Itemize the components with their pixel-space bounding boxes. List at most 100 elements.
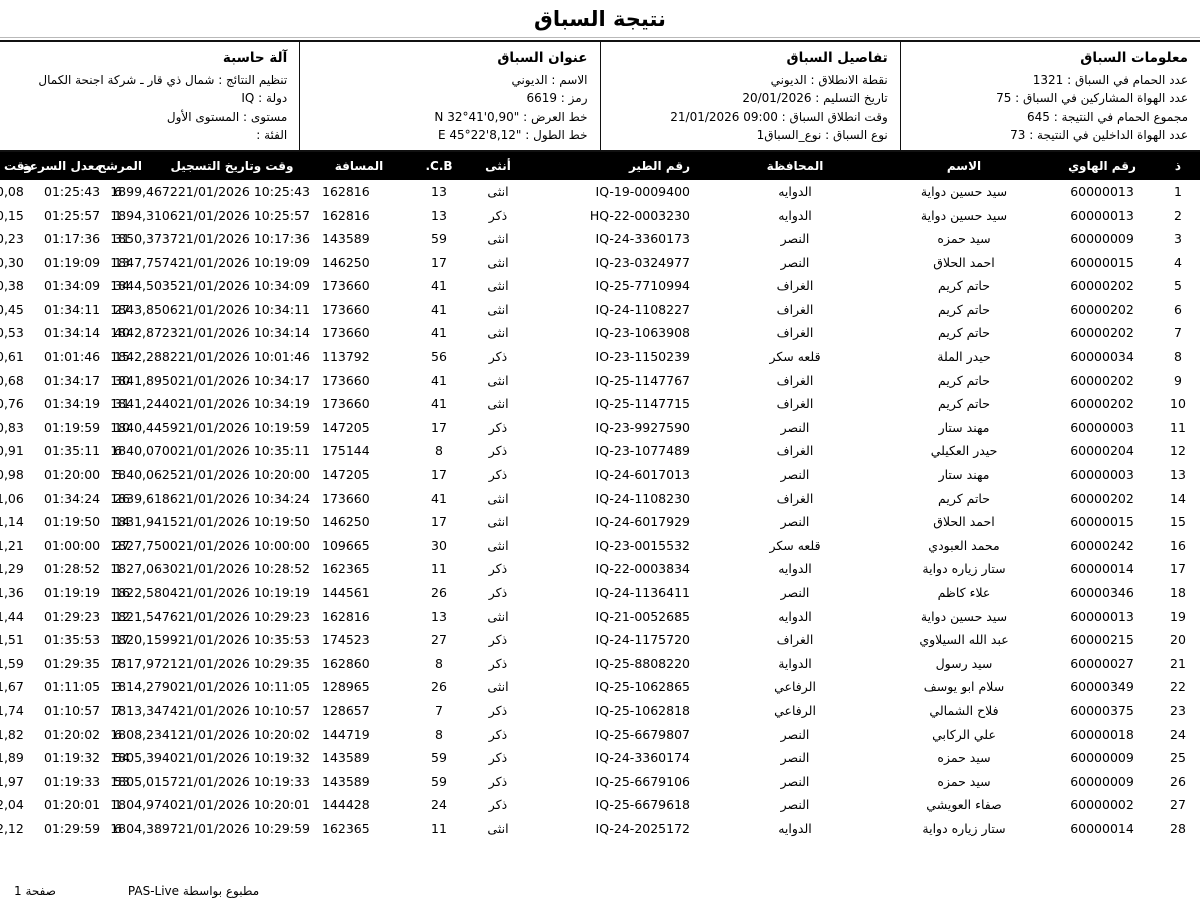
cell-name: حيدر الملة	[937, 349, 991, 365]
cell-cand-value: 12	[114, 608, 130, 624]
col-header-hallway[interactable]: رقم الهاوي	[1068, 159, 1136, 173]
cell-hallway: 60000202	[1048, 322, 1156, 346]
cell-sex: انثى	[487, 278, 509, 294]
table-row[interactable]: 2 60000013 سيد حسين دواية الدوايه HQ-22-0003…	[0, 204, 1200, 228]
cell-distance: 162365	[316, 558, 402, 582]
col-header-speed[interactable]: معدل السرعة	[22, 159, 103, 173]
cell-ring: IQ-25-7710994	[520, 274, 710, 298]
col-header-sex[interactable]: أنثى	[485, 159, 511, 173]
cell-time-value: 01:25:57	[44, 207, 101, 223]
cell-datetime: 21/01/2026 10:20:01 1804,9740	[110, 793, 316, 817]
cell-pct: 1,82	[0, 723, 38, 747]
table-row[interactable]: 10 60000202 حاتم كريم الغراف IQ-25-1147715 ان…	[0, 392, 1200, 416]
footer-printed-by: مطبوع بواسطة PAS-Live	[127, 884, 260, 898]
cell-speed-value: 1850,3737	[110, 231, 178, 247]
cell-pct-value: 1,59	[0, 655, 24, 671]
table-row[interactable]: 17 60000014 ستار زياره دواية الدوايه IQ-22-0…	[0, 558, 1200, 582]
cell-ring-value: IQ-25-1147767	[595, 372, 690, 388]
table-row[interactable]: 22 60000349 سلام ابو يوسف الرفاعي IQ-25-1062…	[0, 675, 1200, 699]
cell-datetime: 21/01/2026 10:01:46 1842,2882	[110, 345, 316, 369]
table-row[interactable]: 14 60000202 حاتم كريم الغراف IQ-24-1108230 ان…	[0, 487, 1200, 511]
cell-cand-value: 15	[114, 349, 130, 365]
cell-cand: 10	[108, 416, 148, 440]
cell-rank-value: 8	[1174, 349, 1182, 365]
cell-datetime-value: 21/01/2026 10:35:11	[177, 443, 310, 459]
cell-cand-value: 6	[114, 726, 122, 742]
table-row[interactable]: 6 60000202 حاتم كريم الغراف IQ-24-1108227 انث…	[0, 298, 1200, 322]
cell-speed-value: 1894,3106	[110, 207, 178, 223]
table-row[interactable]: 28 60000014 ستار زياره دواية الدوايه IQ-24-2…	[0, 817, 1200, 841]
cell-cand: 14	[108, 510, 148, 534]
table-row[interactable]: 18 60000346 علاء كاظم النصر IQ-24-1136411 ذكر…	[0, 581, 1200, 605]
table-row[interactable]: 16 60000242 محمد العبودي قلعه سكر IQ-23-0015…	[0, 534, 1200, 558]
cell-distance: 174523	[316, 628, 402, 652]
col-header-cb[interactable]: C.B.	[425, 159, 453, 173]
cell-pct: 1,89	[0, 746, 38, 770]
col-header-datetime[interactable]: وقت وتاريخ التسجيل	[170, 159, 294, 173]
table-row[interactable]: 7 60000202 حاتم كريم الغراف IQ-23-1063908 انث…	[0, 322, 1200, 346]
cell-sex: ذكر	[488, 349, 508, 365]
col-header-flighttime[interactable]: وقت الرحلة	[0, 159, 32, 173]
table-row[interactable]: 23 60000375 فلاح الشمالي الرفاعي IQ-25-10628…	[0, 699, 1200, 723]
cell-speed-value: 1840,0625	[110, 467, 178, 483]
cell-cb-value: 41	[431, 301, 447, 317]
table-row[interactable]: 3 60000009 سيد حمزه النصر IQ-24-3360173 انثى 5…	[0, 227, 1200, 251]
cell-pct-value: 1,89	[0, 750, 24, 766]
cell-pct-value: 1,06	[0, 490, 24, 506]
cell-gov: الدواية	[778, 655, 812, 671]
table-row[interactable]: 15 60000015 احمد الحلاق النصر IQ-24-6017929 ا…	[0, 510, 1200, 534]
table-row[interactable]: 27 60000002 صفاء العويشي النصر IQ-25-6679618…	[0, 793, 1200, 817]
table-row[interactable]: 9 60000202 حاتم كريم الغراف IQ-25-1147767 انث…	[0, 369, 1200, 393]
results-table-head: ذ رقم الهاوي الاسم المحافظة رقم الطير أن…	[0, 152, 1200, 180]
cell-hallway: 60000202	[1048, 274, 1156, 298]
cell-time-value: 01:00:00	[44, 537, 101, 553]
table-row[interactable]: 24 60000018 علي الركابي النصر IQ-25-6679807 ذ…	[0, 723, 1200, 747]
table-row[interactable]: 4 60000015 احمد الحلاق النصر IQ-23-0324977 ان…	[0, 251, 1200, 275]
cell-rank: 7	[1156, 322, 1200, 346]
cell-name: حاتم كريم	[938, 325, 990, 341]
col-header-candidate[interactable]: المرشح	[97, 159, 142, 173]
cell-cand-value: 30	[114, 372, 130, 388]
table-row[interactable]: 8 60000034 حيدر الملة قلعه سكر IO-23-1150239…	[0, 345, 1200, 369]
table-row[interactable]: 21 60000027 سيد رسول الدواية IQ-25-8808220 ذك…	[0, 652, 1200, 676]
cell-distance: 162816	[316, 180, 402, 204]
cell-hallway: 60000375	[1048, 699, 1156, 723]
cell-pct-value: 1,21	[0, 537, 24, 553]
cell-cb-value: 13	[431, 207, 447, 223]
cell-hallway: 60000009	[1048, 770, 1156, 794]
cell-name: مهند ستار	[938, 467, 990, 483]
cell-datetime: 21/01/2026 10:34:17 1841,8950	[110, 369, 316, 393]
table-row[interactable]: 1 60000013 سيد حسين دواية الدوايه IQ-19-0009…	[0, 180, 1200, 204]
cell-cand: 5	[108, 463, 148, 487]
cell-hallway-value: 60000375	[1070, 702, 1134, 718]
table-row[interactable]: 13 60000003 مهند ستار النصر IQ-24-6017013 ذكر…	[0, 463, 1200, 487]
cell-datetime: 21/01/2026 10:34:09 1844,5035	[110, 274, 316, 298]
cell-time-value: 01:20:01	[44, 797, 101, 813]
cell-gov: الرفاعي	[774, 679, 816, 695]
table-row[interactable]: 25 60000009 سيد حمزه النصر IQ-24-3360174 ذكر 5…	[0, 746, 1200, 770]
table-row[interactable]: 5 60000202 حاتم كريم الغراف IQ-25-7710994 انث…	[0, 274, 1200, 298]
cell-speed-value: 1847,7574	[110, 254, 178, 270]
col-header-gov[interactable]: المحافظة	[766, 159, 824, 173]
col-header-rank[interactable]: ذ	[1174, 159, 1182, 173]
cell-cb-value: 17	[431, 467, 447, 483]
cell-rank: 11	[1156, 416, 1200, 440]
cell-hallway: 60000009	[1048, 227, 1156, 251]
cell-distance-value: 128965	[322, 679, 370, 695]
col-header-name[interactable]: الاسم	[946, 159, 982, 173]
table-row[interactable]: 11 60000003 مهند ستار النصر IQ-23-9927590 ذكر…	[0, 416, 1200, 440]
table-row[interactable]: 12 60000204 حيدر العكيلي الغراف IQ-23-107748…	[0, 440, 1200, 464]
col-header-distance[interactable]: المسافة	[334, 159, 384, 173]
cell-distance-value: 173660	[322, 325, 370, 341]
cell-pct-value: 0,53	[0, 325, 24, 341]
table-row[interactable]: 19 60000013 سيد حسين دواية الدوايه IQ-21-005…	[0, 605, 1200, 629]
table-row[interactable]: 26 60000009 سيد حمزه النصر IQ-25-6679106 ذكر 5…	[0, 770, 1200, 794]
cell-ring-value: IQ-24-1108230	[595, 490, 690, 506]
col-header-ring[interactable]: رقم الطير	[628, 159, 690, 173]
cell-sex: انثى	[487, 325, 509, 341]
cell-datetime-value: 21/01/2026 10:29:35	[177, 655, 310, 671]
cell-name: احمد الحلاق	[933, 514, 995, 530]
cell-rank-value: 10	[1170, 396, 1186, 412]
table-row[interactable]: 20 60000215 عبد الله السيلاوي الغراف IQ-24-1…	[0, 628, 1200, 652]
cell-sex: ذكر	[488, 419, 508, 435]
